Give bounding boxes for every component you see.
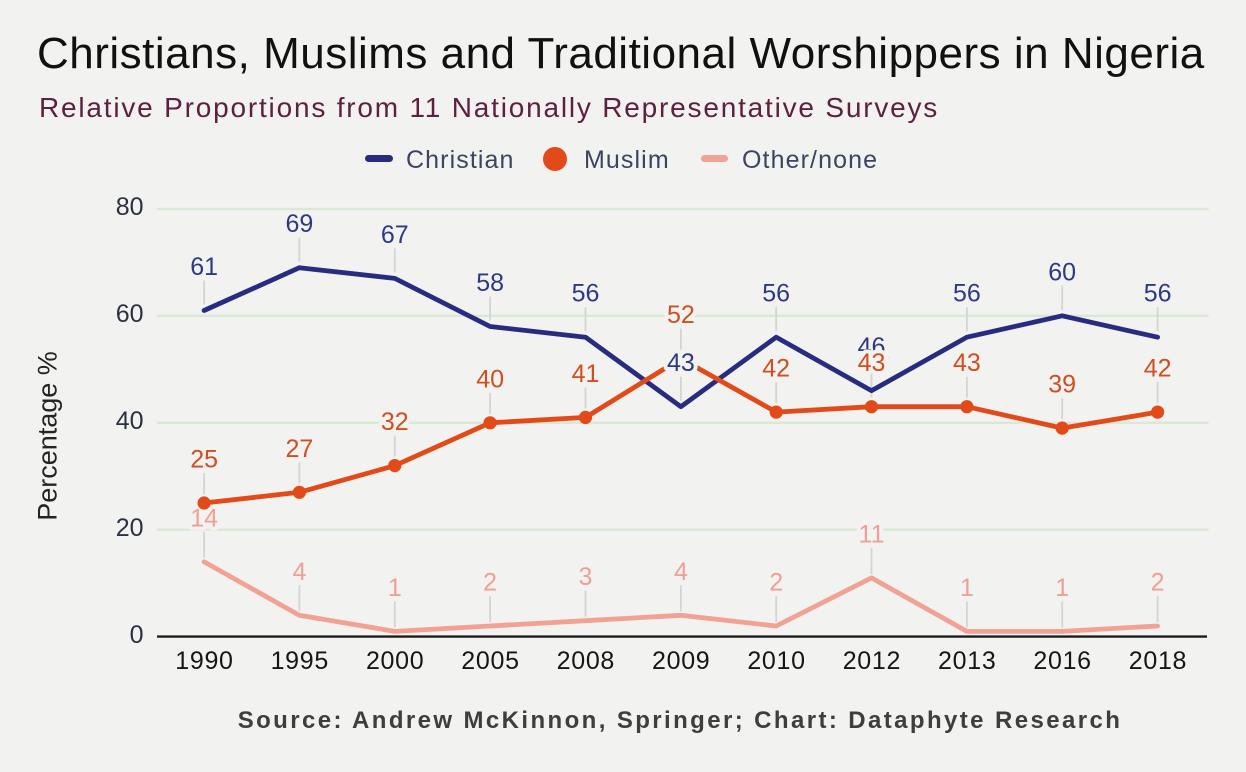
svg-text:1: 1 <box>960 574 974 602</box>
svg-text:43: 43 <box>953 349 981 377</box>
svg-text:39: 39 <box>1048 371 1076 399</box>
svg-text:52: 52 <box>667 301 695 329</box>
svg-text:2000: 2000 <box>366 647 424 675</box>
svg-text:42: 42 <box>762 355 790 383</box>
svg-text:1: 1 <box>1055 574 1069 602</box>
svg-text:60: 60 <box>1048 258 1076 286</box>
svg-text:43: 43 <box>858 349 886 377</box>
svg-text:32: 32 <box>381 408 409 436</box>
svg-text:2010: 2010 <box>747 647 805 675</box>
svg-text:2009: 2009 <box>652 647 710 675</box>
svg-text:60: 60 <box>116 300 144 328</box>
svg-text:20: 20 <box>116 514 144 542</box>
svg-text:80: 80 <box>116 193 144 221</box>
svg-text:1995: 1995 <box>271 647 329 675</box>
svg-text:41: 41 <box>572 360 600 388</box>
svg-text:1990: 1990 <box>175 647 233 675</box>
svg-text:42: 42 <box>1144 355 1172 383</box>
svg-text:2013: 2013 <box>938 647 996 675</box>
svg-text:0: 0 <box>130 621 144 649</box>
svg-text:58: 58 <box>476 269 504 297</box>
svg-text:40: 40 <box>116 407 144 435</box>
svg-text:43: 43 <box>667 349 695 377</box>
svg-text:40: 40 <box>476 365 504 393</box>
svg-text:61: 61 <box>190 253 218 281</box>
svg-text:2: 2 <box>483 569 497 597</box>
svg-text:2012: 2012 <box>843 647 901 675</box>
svg-text:1: 1 <box>388 574 402 602</box>
svg-text:2018: 2018 <box>1129 647 1187 675</box>
svg-text:3: 3 <box>579 563 593 591</box>
svg-text:4: 4 <box>292 558 306 586</box>
svg-text:46: 46 <box>858 333 886 361</box>
svg-text:69: 69 <box>285 210 313 238</box>
svg-text:2: 2 <box>1151 569 1165 597</box>
svg-text:56: 56 <box>953 280 981 308</box>
svg-text:56: 56 <box>572 280 600 308</box>
svg-text:25: 25 <box>190 446 218 474</box>
svg-text:4: 4 <box>674 558 688 586</box>
svg-text:2005: 2005 <box>461 647 519 675</box>
svg-text:56: 56 <box>762 280 790 308</box>
svg-text:2008: 2008 <box>557 647 615 675</box>
svg-text:11: 11 <box>859 520 885 548</box>
svg-text:56: 56 <box>1144 280 1172 308</box>
svg-text:27: 27 <box>285 435 313 463</box>
svg-text:67: 67 <box>381 221 409 249</box>
svg-text:2: 2 <box>769 569 783 597</box>
svg-text:2016: 2016 <box>1033 647 1091 675</box>
